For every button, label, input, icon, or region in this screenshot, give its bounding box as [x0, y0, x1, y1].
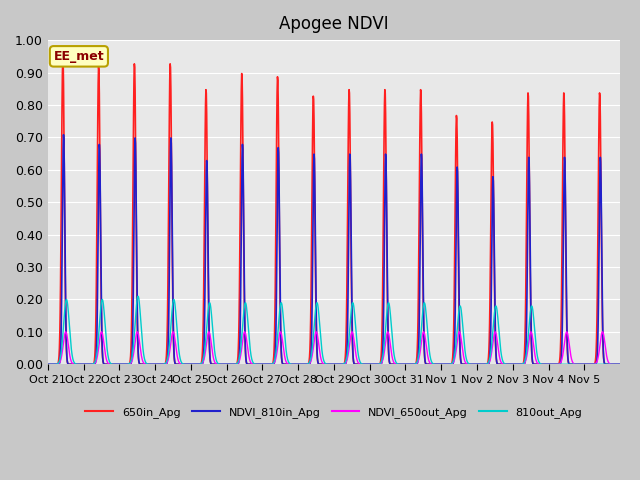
Line: 650in_Apg: 650in_Apg: [48, 58, 620, 364]
NDVI_810in_Apg: [60, 132, 67, 138]
NDVI_810in_Apg: [609, 361, 617, 367]
NDVI_650out_Apg: [319, 361, 327, 367]
NDVI_650out_Apg: [616, 361, 624, 367]
650in_Apg: [44, 361, 52, 367]
650in_Apg: [553, 361, 561, 367]
810out_Apg: [553, 361, 561, 367]
810out_Apg: [616, 361, 624, 367]
810out_Apg: [134, 293, 142, 299]
650in_Apg: [308, 137, 316, 143]
NDVI_650out_Apg: [134, 329, 141, 335]
810out_Apg: [308, 343, 316, 348]
810out_Apg: [469, 361, 477, 367]
NDVI_650out_Apg: [44, 361, 52, 367]
Line: NDVI_810in_Apg: NDVI_810in_Apg: [48, 135, 620, 364]
NDVI_810in_Apg: [553, 361, 561, 367]
810out_Apg: [44, 361, 52, 367]
650in_Apg: [319, 361, 327, 367]
NDVI_650out_Apg: [469, 361, 477, 367]
810out_Apg: [319, 356, 327, 362]
NDVI_810in_Apg: [319, 361, 327, 367]
NDVI_650out_Apg: [308, 351, 316, 357]
NDVI_810in_Apg: [134, 331, 141, 337]
650in_Apg: [616, 361, 624, 367]
Line: NDVI_650out_Apg: NDVI_650out_Apg: [48, 332, 620, 364]
NDVI_650out_Apg: [609, 361, 617, 367]
Line: 810out_Apg: 810out_Apg: [48, 296, 620, 364]
810out_Apg: [134, 295, 141, 301]
Legend: 650in_Apg, NDVI_810in_Apg, NDVI_650out_Apg, 810out_Apg: 650in_Apg, NDVI_810in_Apg, NDVI_650out_A…: [81, 402, 587, 422]
NDVI_650out_Apg: [553, 361, 561, 367]
NDVI_810in_Apg: [616, 361, 624, 367]
NDVI_810in_Apg: [469, 361, 477, 367]
Text: EE_met: EE_met: [54, 50, 104, 63]
650in_Apg: [134, 338, 141, 344]
650in_Apg: [59, 55, 67, 60]
NDVI_650out_Apg: [62, 329, 70, 335]
810out_Apg: [609, 361, 617, 367]
650in_Apg: [609, 361, 617, 367]
650in_Apg: [469, 361, 477, 367]
NDVI_810in_Apg: [308, 266, 316, 272]
NDVI_810in_Apg: [44, 361, 52, 367]
Title: Apogee NDVI: Apogee NDVI: [279, 15, 388, 33]
